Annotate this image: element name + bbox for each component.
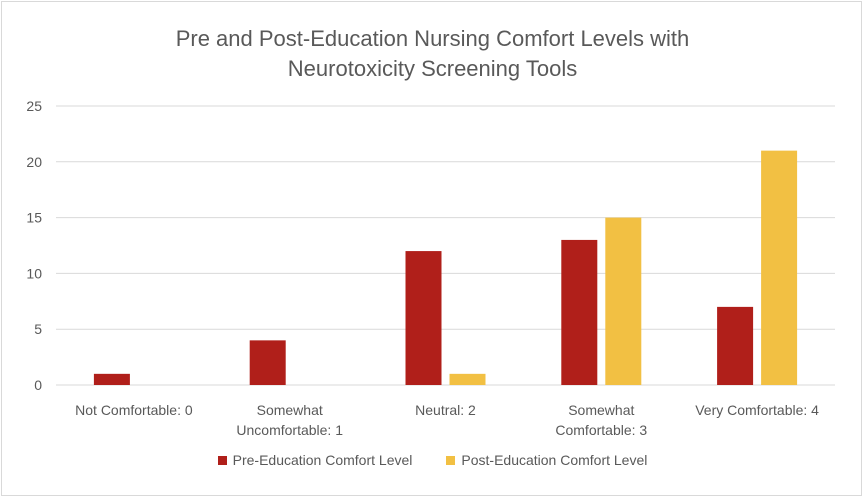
bar-post-2: [449, 373, 486, 385]
legend-swatch-post: [446, 455, 456, 465]
y-tick-label: 5: [34, 321, 42, 337]
legend-label-pre: Pre-Education Comfort Level: [232, 452, 413, 468]
legend-item-pre: Pre-Education Comfort Level: [217, 452, 413, 468]
legend-swatch-pre: [217, 455, 227, 465]
bar-post-4: [761, 150, 798, 385]
y-tick-label: 20: [26, 154, 42, 170]
x-tick-label: Somewhat: [257, 402, 323, 418]
chart-legend: Pre-Education Comfort Level Post-Educati…: [2, 452, 863, 468]
x-tick-label: Somewhat: [568, 402, 634, 418]
bar-pre-3: [561, 239, 598, 385]
x-tick-label: Comfortable: 3: [555, 422, 647, 438]
y-tick-label: 10: [26, 265, 42, 281]
bar-pre-1: [249, 340, 286, 385]
y-tick-label: 15: [26, 210, 42, 226]
chart-title-line-2: Neurotoxicity Screening Tools: [287, 56, 578, 81]
x-tick-label: Uncomfortable: 1: [236, 422, 343, 438]
legend-item-post: Post-Education Comfort Level: [446, 452, 647, 468]
x-tick-label: Not Comfortable: 0: [75, 402, 193, 418]
bar-pre-4: [717, 306, 754, 385]
bar-pre-2: [405, 251, 442, 385]
x-tick-label: Very Comfortable: 4: [695, 402, 819, 418]
bar-pre-0: [93, 373, 130, 385]
chart-title: Pre and Post-Education Nursing Comfort L…: [2, 24, 863, 84]
y-tick-label: 0: [34, 377, 42, 393]
bar-post-3: [605, 217, 642, 385]
legend-label-post: Post-Education Comfort Level: [461, 452, 648, 468]
y-tick-label: 25: [26, 98, 42, 114]
x-tick-label: Neutral: 2: [415, 402, 476, 418]
chart-title-line-1: Pre and Post-Education Nursing Comfort L…: [175, 26, 690, 51]
